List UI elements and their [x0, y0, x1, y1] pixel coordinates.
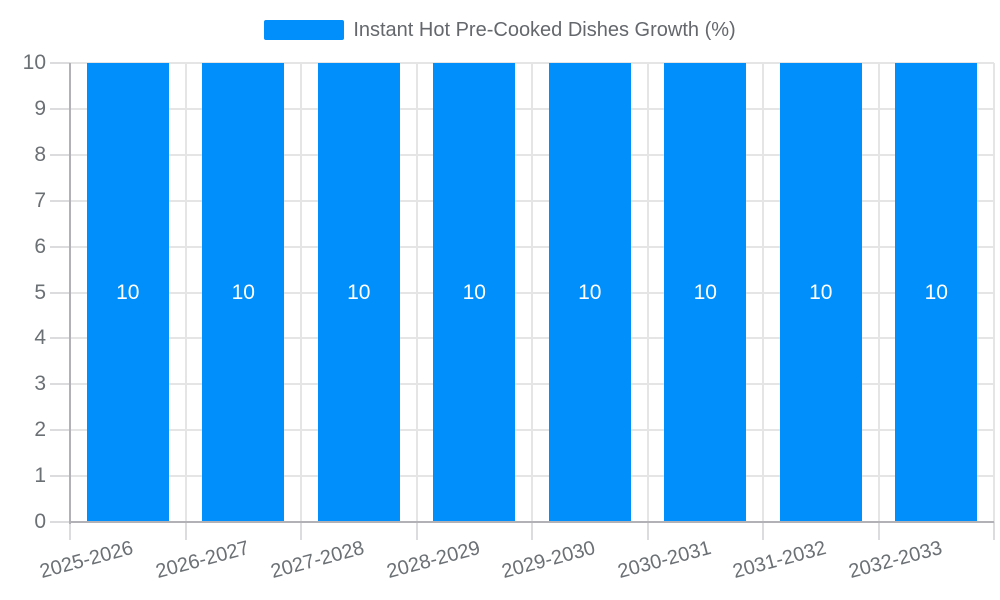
- x-gridline: [877, 63, 880, 522]
- y-tick-label: 6: [34, 234, 46, 258]
- x-tick-label: 2028-2029: [381, 536, 482, 583]
- y-tick: [50, 383, 70, 386]
- bar[interactable]: 10: [664, 63, 747, 522]
- bar[interactable]: 10: [317, 63, 400, 522]
- bar-value-label: 10: [116, 280, 140, 304]
- y-tick: [50, 62, 70, 64]
- x-tick-label-text: 2031-2032: [730, 536, 829, 583]
- y-tick-label: 7: [34, 188, 46, 212]
- bar[interactable]: 10: [433, 63, 516, 522]
- x-gridline: [184, 63, 187, 522]
- y-tick: [50, 429, 70, 432]
- y-tick: [50, 291, 70, 294]
- x-gridline: [993, 63, 995, 522]
- x-tick-label: 2027-2028: [265, 536, 367, 583]
- y-tick-label: 1: [34, 464, 46, 488]
- x-tick-label-text: 2026-2027: [153, 536, 252, 583]
- legend-label: Instant Hot Pre-Cooked Dishes Growth (%): [353, 19, 736, 41]
- bar-value-label: 10: [924, 280, 948, 304]
- x-tick: [877, 522, 880, 540]
- bar[interactable]: 10: [548, 63, 631, 522]
- bar[interactable]: 10: [779, 63, 862, 522]
- y-tick-label: 3: [34, 372, 46, 396]
- y-tick: [50, 245, 70, 248]
- y-tick-label: 2: [34, 418, 46, 442]
- y-tick: [50, 153, 70, 156]
- y-tick: [50, 199, 70, 202]
- bar[interactable]: 10: [86, 63, 169, 522]
- y-tick-label: 0: [34, 510, 46, 533]
- x-tick: [184, 522, 187, 540]
- bar-value-label: 10: [462, 280, 486, 304]
- x-tick: [69, 522, 71, 540]
- x-axis-line: [70, 521, 994, 523]
- x-gridline: [415, 63, 418, 522]
- y-axis-line: [69, 63, 71, 524]
- chart-legend[interactable]: Instant Hot Pre-Cooked Dishes Growth (%): [0, 18, 1000, 42]
- y-tick-label: 10: [22, 51, 46, 74]
- y-tick: [50, 521, 70, 523]
- y-tick: [50, 475, 70, 478]
- x-tick: [531, 522, 533, 540]
- y-tick-label: 5: [34, 280, 46, 304]
- x-tick-label-text: 2028-2029: [384, 536, 483, 583]
- x-tick-label-text: 2029-2030: [499, 536, 598, 583]
- bar-value-label: 10: [693, 280, 717, 304]
- x-tick-label-text: 2027-2028: [268, 536, 367, 583]
- x-tick-label: 2030-2031: [612, 536, 713, 583]
- bar-value-label: 10: [809, 280, 833, 304]
- x-gridline: [646, 63, 649, 522]
- y-tick-label: 9: [34, 96, 46, 120]
- x-gridline: [531, 63, 533, 522]
- x-tick-label: 2025-2026: [34, 536, 136, 583]
- x-tick: [300, 522, 302, 540]
- x-tick: [762, 522, 764, 540]
- x-tick-label-text: 2032-2033: [846, 536, 945, 583]
- x-tick-label: 2032-2033: [843, 536, 944, 583]
- y-tick: [50, 107, 70, 110]
- x-tick-label: 2026-2027: [150, 536, 251, 583]
- x-tick-label: 2031-2032: [727, 536, 829, 583]
- x-tick: [415, 522, 418, 540]
- x-tick: [993, 522, 995, 540]
- legend-swatch: [264, 20, 345, 40]
- bar[interactable]: 10: [202, 63, 285, 522]
- x-gridline: [300, 63, 302, 522]
- bar-value-label: 10: [578, 280, 602, 304]
- y-tick: [50, 337, 70, 340]
- x-tick-label: 2029-2030: [496, 536, 598, 583]
- bar-value-label: 10: [231, 280, 255, 304]
- bar-value-label: 10: [347, 280, 371, 304]
- x-gridline: [762, 63, 764, 522]
- x-tick: [646, 522, 649, 540]
- x-tick-label-text: 2030-2031: [615, 536, 714, 583]
- bar[interactable]: 10: [895, 63, 978, 522]
- y-tick-label: 4: [34, 326, 46, 350]
- x-tick-label-text: 2025-2026: [37, 536, 136, 583]
- y-tick-label: 8: [34, 142, 46, 166]
